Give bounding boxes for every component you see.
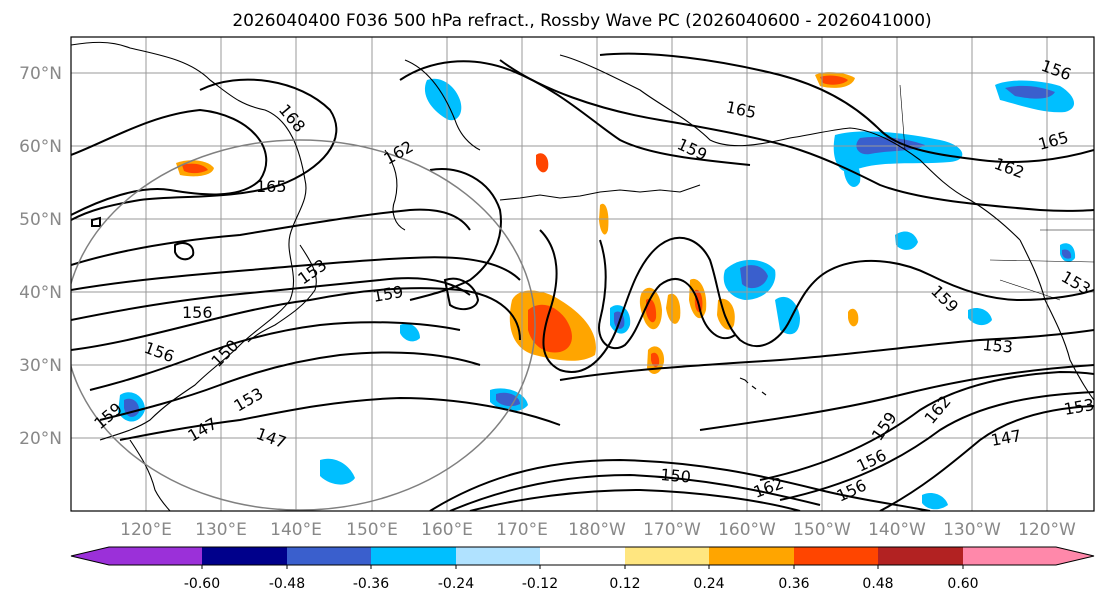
contour-label: 150 [660, 465, 692, 487]
map-title: 2026040400 F036 500 hPa refract., Rossby… [232, 11, 931, 31]
colorbar-segment [794, 547, 878, 565]
map-background [71, 37, 1094, 511]
lat-label: 20°N [19, 429, 62, 449]
lon-label: 120°W [1018, 520, 1076, 540]
colorbar-tick-label: 0.48 [862, 576, 893, 592]
colorbar-segment [371, 547, 456, 565]
lat-label: 70°N [19, 64, 62, 84]
colorbar-tick-label: -0.36 [353, 576, 389, 592]
lon-label: 170°E [496, 520, 548, 540]
lon-label: 160°W [718, 520, 776, 540]
colorbar-outline [70, 546, 1095, 566]
lon-label: 120°E [120, 520, 172, 540]
colorbar-tick-label: 0.60 [947, 576, 978, 592]
coastlines [71, 41, 1094, 511]
map-frame [70, 36, 1095, 512]
colorbar [70, 546, 1095, 569]
lon-label: 140°E [270, 520, 322, 540]
analysis-ellipse [71, 139, 536, 511]
lon-label: 150°E [346, 520, 398, 540]
lon-label: 160°E [421, 520, 473, 540]
lon-label: 130°E [195, 520, 247, 540]
lon-label: 130°W [943, 520, 1001, 540]
colorbar-tick-label: 0.24 [693, 576, 724, 592]
lat-label: 60°N [19, 137, 62, 157]
lon-label: 140°W [868, 520, 926, 540]
lat-label: 40°N [19, 283, 62, 303]
colorbar-tick-label: -0.12 [522, 576, 558, 592]
lon-label: 180°W [568, 520, 626, 540]
contour-label: 165 [256, 177, 287, 196]
lon-label: 170°W [643, 520, 701, 540]
colorbar-segment [878, 547, 963, 565]
lat-labels: 70°N 60°N 50°N 40°N 30°N 20°N [19, 64, 62, 449]
colorbar-tick-label: -0.24 [438, 576, 474, 592]
height-contours [71, 52, 1094, 511]
colorbar-segment [287, 547, 371, 565]
colorbar-segment [202, 547, 287, 565]
lon-labels: 120°E 130°E 140°E 150°E 160°E 170°E 180°… [120, 520, 1076, 540]
colorbar-tick-label: -0.48 [269, 576, 305, 592]
colorbar-segment [540, 547, 625, 565]
colorbar-tick-label: 0.12 [609, 576, 640, 592]
lat-label: 50°N [19, 210, 62, 230]
colorbar-segment [963, 547, 1094, 565]
contour-label: 156 [182, 303, 213, 322]
colorbar-segment [456, 547, 540, 565]
colorbar-tick-label: 0.36 [778, 576, 809, 592]
colorbar-tick-label: -0.60 [184, 576, 220, 592]
lon-label: 150°W [793, 520, 851, 540]
contour-label: 153 [982, 335, 1014, 357]
colorbar-tick-labels: -0.60 -0.48 -0.36 -0.24 -0.12 0.12 0.24 … [184, 576, 979, 592]
borders [899, 84, 1094, 301]
colorbar-segment [625, 547, 709, 565]
colorbar-segment [709, 547, 794, 565]
lat-label: 30°N [19, 356, 62, 376]
colorbar-segment [71, 547, 202, 565]
